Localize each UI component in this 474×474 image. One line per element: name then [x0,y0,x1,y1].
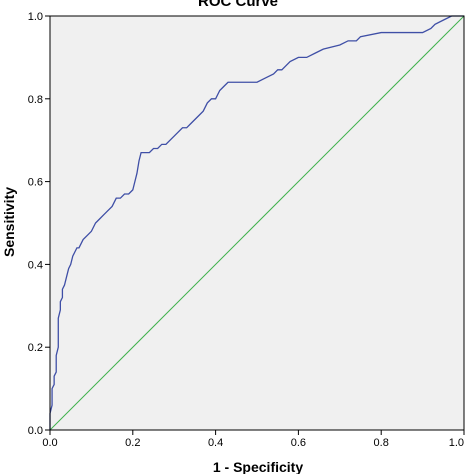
x-tick-label: 0.0 [42,437,57,449]
y-axis-title: Sensitivity [1,187,17,257]
tick-labels: 0.0 0.2 0.4 0.6 0.8 1.0 0.0 0.2 0.4 0.6 0.8 1.0 [28,11,464,449]
x-tick-label: 0.6 [291,437,306,449]
y-tick-label: 0.4 [28,259,43,271]
x-axis-title: 1 - Specificity [213,459,303,474]
plot-frame [49,15,465,431]
axis-ticks [45,15,465,435]
y-tick-label: 0.8 [28,94,43,106]
x-tick-label: 0.4 [208,437,223,449]
x-tick-label: 0.2 [125,437,140,449]
x-tick-label: 0.8 [374,437,389,449]
roc-curve-line [49,15,464,430]
y-tick-label: 0.0 [28,425,43,437]
y-tick-label: 1.0 [28,11,43,23]
x-tick-label: 1.0 [449,437,464,449]
reference-diagonal-line [49,15,465,431]
chart-title: ROC Curve [198,0,278,10]
y-tick-label: 0.2 [28,342,43,354]
y-tick-label: 0.6 [28,177,43,189]
